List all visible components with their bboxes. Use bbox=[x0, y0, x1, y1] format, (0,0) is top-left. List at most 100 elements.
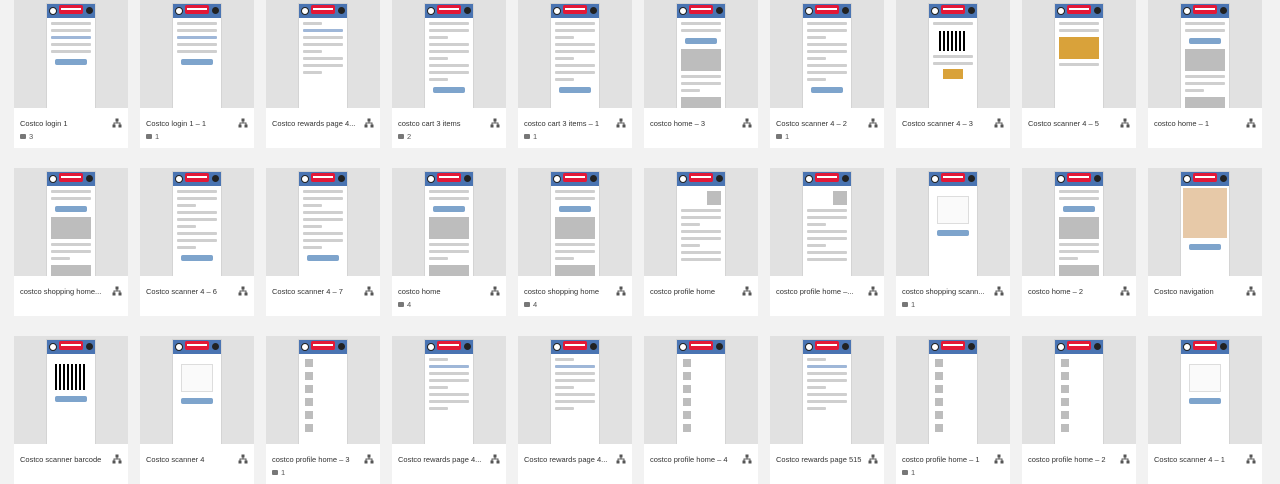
artboard-thumbnail[interactable] bbox=[392, 168, 506, 276]
flow-diagram-icon[interactable] bbox=[112, 286, 122, 296]
comment-count[interactable]: 1 bbox=[146, 132, 159, 141]
artboard-card[interactable]: Costco scanner 4 – 7 bbox=[266, 168, 380, 316]
flow-diagram-icon[interactable] bbox=[1246, 454, 1256, 464]
artboard-thumbnail[interactable] bbox=[1148, 168, 1262, 276]
artboard-title[interactable]: Costco rewards page 515 bbox=[776, 455, 862, 464]
flow-diagram-icon[interactable] bbox=[1246, 118, 1256, 128]
artboard-title[interactable]: Costco scanner 4 – 5 bbox=[1028, 119, 1099, 128]
artboard-title[interactable]: Costco scanner 4 – 6 bbox=[146, 287, 217, 296]
artboard-thumbnail[interactable] bbox=[140, 336, 254, 444]
artboard-card[interactable]: Costco rewards page 4... bbox=[518, 336, 632, 484]
comment-count[interactable]: 1 bbox=[902, 468, 915, 477]
comment-count[interactable]: 1 bbox=[272, 468, 285, 477]
artboard-card[interactable]: Costco scanner barcode bbox=[14, 336, 128, 484]
artboard-title[interactable]: costco profile home – 1 bbox=[902, 455, 980, 464]
artboard-title[interactable]: Costco scanner 4 – 3 bbox=[902, 119, 973, 128]
artboard-card[interactable]: costco profile home – 4 bbox=[644, 336, 758, 484]
artboard-thumbnail[interactable] bbox=[392, 336, 506, 444]
artboard-title[interactable]: Costco login 1 bbox=[20, 119, 68, 128]
artboard-card[interactable]: costco profile home bbox=[644, 168, 758, 316]
artboard-thumbnail[interactable] bbox=[518, 336, 632, 444]
comment-count[interactable]: 1 bbox=[524, 132, 537, 141]
artboard-thumbnail[interactable] bbox=[266, 336, 380, 444]
artboard-thumbnail[interactable] bbox=[896, 168, 1010, 276]
artboard-title[interactable]: Costco login 1 – 1 bbox=[146, 119, 207, 128]
artboard-title[interactable]: costco profile home –... bbox=[776, 287, 854, 296]
artboard-card[interactable]: costco home – 1 bbox=[1148, 0, 1262, 148]
artboard-thumbnail[interactable] bbox=[644, 336, 758, 444]
artboard-title[interactable]: costco home – 2 bbox=[1028, 287, 1084, 296]
artboard-card[interactable]: Costco scanner 4 – 1 bbox=[1148, 336, 1262, 484]
comment-count[interactable]: 4 bbox=[524, 300, 537, 309]
flow-diagram-icon[interactable] bbox=[238, 454, 248, 464]
flow-diagram-icon[interactable] bbox=[616, 118, 626, 128]
flow-diagram-icon[interactable] bbox=[616, 454, 626, 464]
flow-diagram-icon[interactable] bbox=[994, 454, 1004, 464]
artboard-card[interactable]: costco profile home – 2 bbox=[1022, 336, 1136, 484]
artboard-card[interactable]: Costco login 1 – 1 1 bbox=[140, 0, 254, 148]
artboard-thumbnail[interactable] bbox=[896, 336, 1010, 444]
artboard-card[interactable]: costco shopping scann... 1 bbox=[896, 168, 1010, 316]
comment-count[interactable]: 2 bbox=[398, 132, 411, 141]
flow-diagram-icon[interactable] bbox=[994, 286, 1004, 296]
artboard-thumbnail[interactable] bbox=[644, 0, 758, 108]
flow-diagram-icon[interactable] bbox=[868, 454, 878, 464]
artboard-thumbnail[interactable] bbox=[644, 168, 758, 276]
flow-diagram-icon[interactable] bbox=[112, 118, 122, 128]
flow-diagram-icon[interactable] bbox=[868, 118, 878, 128]
artboard-thumbnail[interactable] bbox=[392, 0, 506, 108]
flow-diagram-icon[interactable] bbox=[238, 118, 248, 128]
flow-diagram-icon[interactable] bbox=[490, 454, 500, 464]
artboard-title[interactable]: costco shopping home... bbox=[20, 287, 102, 296]
flow-diagram-icon[interactable] bbox=[238, 286, 248, 296]
flow-diagram-icon[interactable] bbox=[490, 118, 500, 128]
artboard-card[interactable]: costco shopping home 4 bbox=[518, 168, 632, 316]
artboard-thumbnail[interactable] bbox=[896, 0, 1010, 108]
artboard-title[interactable]: costco home – 3 bbox=[650, 119, 706, 128]
artboard-thumbnail[interactable] bbox=[1148, 336, 1262, 444]
artboard-card[interactable]: costco cart 3 items – 1 1 bbox=[518, 0, 632, 148]
flow-diagram-icon[interactable] bbox=[364, 454, 374, 464]
artboard-title[interactable]: Costco rewards page 4... bbox=[272, 119, 356, 128]
comment-count[interactable]: 4 bbox=[398, 300, 411, 309]
artboard-card[interactable]: costco home – 2 bbox=[1022, 168, 1136, 316]
artboard-thumbnail[interactable] bbox=[14, 336, 128, 444]
artboard-card[interactable]: costco home 4 bbox=[392, 168, 506, 316]
flow-diagram-icon[interactable] bbox=[742, 286, 752, 296]
artboard-card[interactable]: Costco scanner 4 – 3 bbox=[896, 0, 1010, 148]
artboard-thumbnail[interactable] bbox=[140, 168, 254, 276]
flow-diagram-icon[interactable] bbox=[616, 286, 626, 296]
comment-count[interactable]: 1 bbox=[902, 300, 915, 309]
artboard-title[interactable]: costco home – 1 bbox=[1154, 119, 1210, 128]
artboard-thumbnail[interactable] bbox=[518, 0, 632, 108]
artboard-title[interactable]: Costco navigation bbox=[1154, 287, 1214, 296]
artboard-card[interactable]: costco shopping home... bbox=[14, 168, 128, 316]
flow-diagram-icon[interactable] bbox=[112, 454, 122, 464]
artboard-thumbnail[interactable] bbox=[14, 0, 128, 108]
artboard-title[interactable]: Costco scanner 4 – 7 bbox=[272, 287, 343, 296]
flow-diagram-icon[interactable] bbox=[868, 286, 878, 296]
artboard-card[interactable]: Costco rewards page 515 bbox=[770, 336, 884, 484]
artboard-title[interactable]: costco home bbox=[398, 287, 441, 296]
artboard-title[interactable]: costco shopping home bbox=[524, 287, 600, 296]
flow-diagram-icon[interactable] bbox=[742, 454, 752, 464]
artboard-card[interactable]: Costco navigation bbox=[1148, 168, 1262, 316]
artboard-title[interactable]: Costco scanner barcode bbox=[20, 455, 102, 464]
artboard-title[interactable]: costco profile home – 4 bbox=[650, 455, 728, 464]
artboard-thumbnail[interactable] bbox=[518, 168, 632, 276]
artboard-thumbnail[interactable] bbox=[266, 168, 380, 276]
comment-count[interactable]: 1 bbox=[776, 132, 789, 141]
artboard-thumbnail[interactable] bbox=[140, 0, 254, 108]
artboard-card[interactable]: Costco scanner 4 bbox=[140, 336, 254, 484]
artboard-card[interactable]: Costco scanner 4 – 5 bbox=[1022, 0, 1136, 148]
artboard-card[interactable]: Costco login 1 3 bbox=[14, 0, 128, 148]
artboard-thumbnail[interactable] bbox=[14, 168, 128, 276]
artboard-card[interactable]: Costco rewards page 4... bbox=[266, 0, 380, 148]
flow-diagram-icon[interactable] bbox=[490, 286, 500, 296]
artboard-title[interactable]: Costco rewards page 4... bbox=[524, 455, 608, 464]
artboard-thumbnail[interactable] bbox=[266, 0, 380, 108]
flow-diagram-icon[interactable] bbox=[364, 286, 374, 296]
artboard-card[interactable]: costco home – 3 bbox=[644, 0, 758, 148]
flow-diagram-icon[interactable] bbox=[994, 118, 1004, 128]
flow-diagram-icon[interactable] bbox=[1120, 118, 1130, 128]
